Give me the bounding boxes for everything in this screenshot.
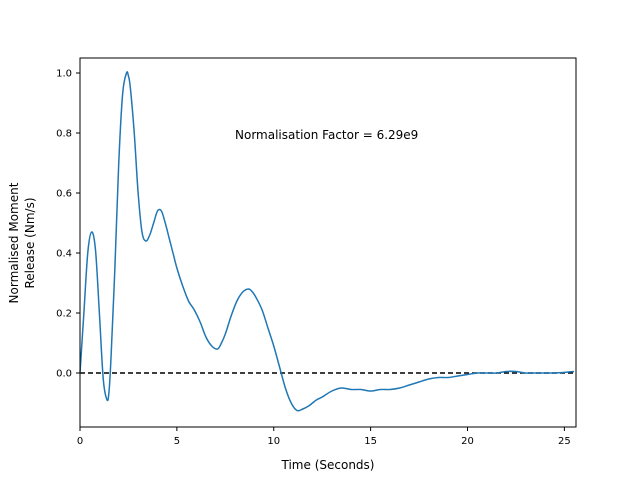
y-ticks: 0.0 0.2 0.4 0.6 0.8 1.0 xyxy=(56,69,80,380)
x-ticks: 0 5 10 15 20 25 xyxy=(77,427,571,447)
y-tick-label: 0.0 xyxy=(56,369,72,380)
plot-area xyxy=(79,71,576,412)
x-tick-label: 20 xyxy=(461,436,474,447)
x-tick-label: 15 xyxy=(364,436,377,447)
series-line-0 xyxy=(79,71,575,412)
x-tick-label: 25 xyxy=(558,436,571,447)
x-tick-label: 5 xyxy=(174,436,180,447)
y-axis-label-line-1: Normalised Moment xyxy=(7,182,21,303)
y-axis-label-line-2: Release (Nm/s) xyxy=(23,197,37,288)
y-axis-label: Normalised Moment Release (Nm/s) xyxy=(7,182,37,303)
x-tick-label: 10 xyxy=(267,436,280,447)
x-tick-label: 0 xyxy=(77,436,83,447)
y-tick-label: 0.2 xyxy=(56,309,72,320)
x-axis-label: Time (Seconds) xyxy=(281,458,375,472)
normalisation-annotation: Normalisation Factor = 6.29e9 xyxy=(235,128,418,142)
y-tick-label: 1.0 xyxy=(56,69,72,80)
y-tick-label: 0.4 xyxy=(56,249,72,260)
y-tick-label: 0.6 xyxy=(56,189,72,200)
plot-frame xyxy=(79,57,577,428)
y-tick-label: 0.8 xyxy=(56,129,72,140)
